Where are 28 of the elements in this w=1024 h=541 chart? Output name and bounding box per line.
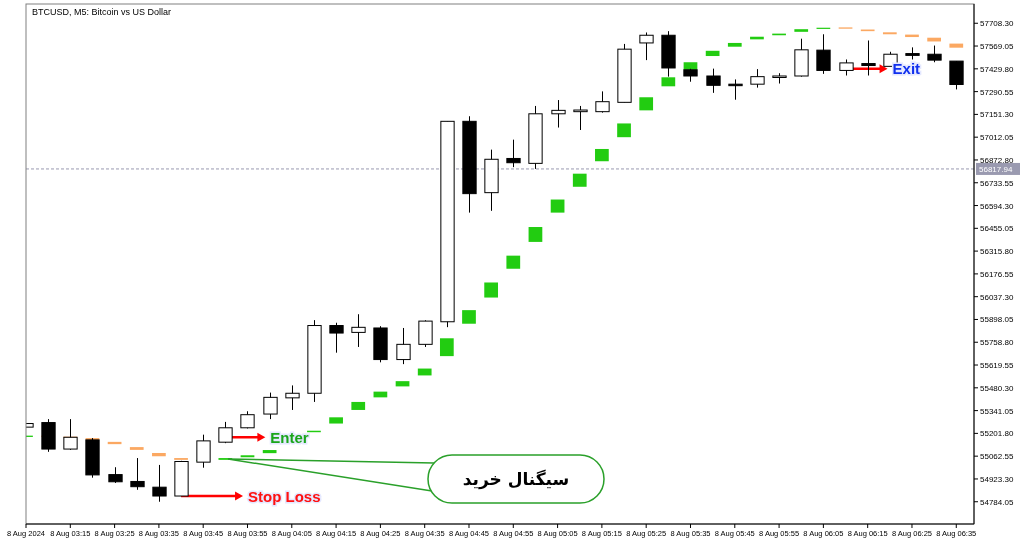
y-tick-label: 54784.05 [980,497,1014,507]
y-tick-label: 56315.80 [980,247,1014,257]
y-tick-label: 57151.30 [980,110,1014,120]
y-tick-label: 55480.30 [980,383,1014,393]
y-tick-label: 56733.55 [980,178,1014,188]
y-tick-label: 54923.30 [980,474,1014,484]
y-tick-label: 55201.80 [980,429,1014,439]
y-tick-label: 57429.80 [980,64,1014,74]
ref-line-label: 56817.94 [979,165,1013,175]
y-tick-label: 56455.05 [980,224,1014,234]
y-tick-label: 56872.80 [980,155,1014,165]
y-tick-label: 55758.80 [980,338,1014,348]
y-tick-label: 57290.55 [980,87,1014,97]
y-tick-label: 57569.05 [980,42,1014,52]
annotation: Stop Loss [248,487,321,505]
y-tick-label: 55062.55 [980,452,1014,462]
annotation: سیگنال خرید [462,469,570,490]
y-tick-label: 56176.55 [980,269,1014,279]
y-tick-label: 56594.30 [980,201,1014,211]
y-tick-label: 56037.30 [980,292,1014,302]
y-tick-label: 57708.30 [980,19,1014,29]
y-tick-label: 57012.05 [980,133,1014,143]
annotation: Exit [892,60,921,78]
y-tick-label: 55898.05 [980,315,1014,325]
annotation: Enter [270,428,309,446]
chart-title: BTCUSD, M5: Bitcoin vs US Dollar [32,7,172,17]
y-tick-label: 55341.05 [980,406,1014,416]
y-tick-label: 55619.55 [980,361,1014,371]
